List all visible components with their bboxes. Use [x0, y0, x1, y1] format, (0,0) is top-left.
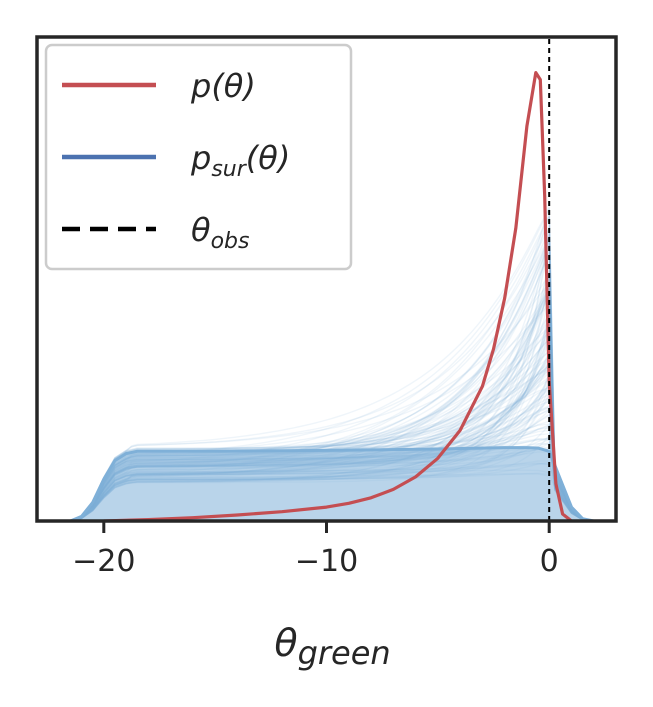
surrogate-curve — [48, 240, 605, 521]
surrogate-curve — [48, 276, 605, 521]
series-p-line — [103, 71, 573, 521]
surrogate-curve — [48, 207, 605, 521]
surrogate-curve — [48, 290, 605, 521]
surrogate-curve — [48, 363, 605, 521]
legend-entry: psur(θ) — [62, 139, 290, 182]
x-tick-label: −10 — [295, 544, 358, 579]
surrogate-curve — [48, 329, 605, 521]
surrogate-density-bundle — [48, 204, 605, 521]
surrogate-band — [59, 447, 594, 521]
x-axis-label: θgreen — [274, 621, 390, 672]
x-axis: −20 −10 0 — [72, 521, 559, 579]
legend-entry: p(θ) — [62, 67, 256, 105]
legend-entry: θobs — [62, 211, 249, 254]
series-layer — [69, 37, 595, 521]
legend: p(θ) psur(θ) θobs — [44, 43, 353, 271]
surrogate-curve — [48, 294, 605, 521]
legend-box — [44, 43, 353, 271]
legend-label: psur(θ) — [190, 139, 290, 182]
legend-label: p(θ) — [190, 67, 256, 105]
surrogate-curve — [48, 226, 605, 521]
x-tick-label: 0 — [540, 544, 559, 579]
series-p-sur-line — [69, 446, 595, 521]
x-tick-label: −20 — [72, 544, 135, 579]
legend-label: θobs — [191, 211, 249, 254]
surrogate-curve — [48, 315, 605, 521]
surrogate-curve — [48, 280, 605, 521]
